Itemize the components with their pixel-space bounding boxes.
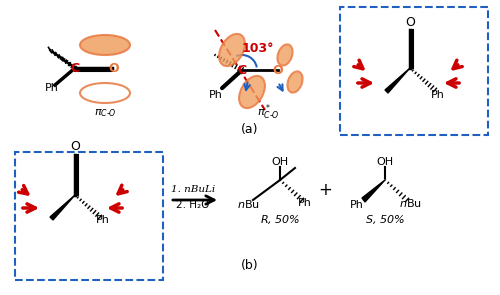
- Text: $n$Bu: $n$Bu: [398, 197, 421, 209]
- Text: Ph: Ph: [431, 90, 445, 100]
- Text: Ph: Ph: [96, 215, 110, 225]
- Text: OH: OH: [272, 157, 288, 167]
- Text: Ph: Ph: [209, 90, 223, 100]
- Text: C: C: [238, 63, 246, 76]
- Ellipse shape: [288, 71, 302, 93]
- Text: O: O: [70, 140, 80, 153]
- Polygon shape: [50, 195, 75, 220]
- Text: (b): (b): [241, 258, 259, 271]
- Text: 1. ​nBuLi: 1. ​nBuLi: [171, 186, 215, 194]
- Text: 103°: 103°: [242, 42, 274, 55]
- Ellipse shape: [278, 44, 292, 65]
- Text: $\pi^*_{C\text{-}O}$: $\pi^*_{C\text{-}O}$: [256, 102, 280, 122]
- Text: O: O: [272, 63, 283, 76]
- Text: $\pi_{C\text{-}O}$: $\pi_{C\text{-}O}$: [94, 107, 116, 119]
- Text: O: O: [405, 16, 415, 29]
- Text: C: C: [70, 61, 80, 75]
- Text: OH: OH: [376, 157, 394, 167]
- Text: 2. H₂O: 2. H₂O: [176, 200, 210, 210]
- Text: $n$Bu: $n$Bu: [236, 198, 260, 210]
- Text: $R$, 50%: $R$, 50%: [260, 214, 300, 227]
- Polygon shape: [385, 68, 410, 93]
- Polygon shape: [362, 180, 385, 202]
- Text: O: O: [108, 61, 120, 75]
- Text: Ph: Ph: [298, 198, 312, 208]
- Ellipse shape: [219, 34, 245, 66]
- Text: Ph: Ph: [350, 200, 364, 210]
- Text: $S$, 50%: $S$, 50%: [365, 214, 405, 227]
- Text: (a): (a): [241, 124, 259, 137]
- Ellipse shape: [80, 35, 130, 55]
- Text: +: +: [318, 181, 332, 199]
- Ellipse shape: [239, 76, 265, 108]
- Text: Ph: Ph: [45, 83, 59, 93]
